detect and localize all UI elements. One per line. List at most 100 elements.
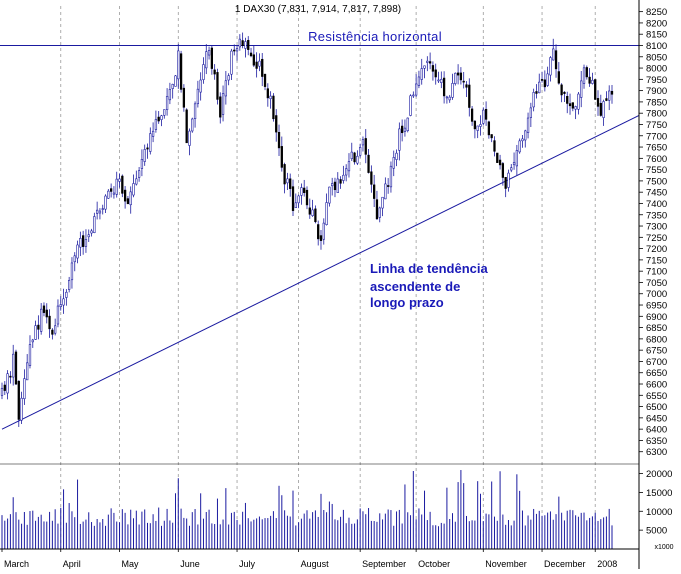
candle-body — [48, 315, 51, 330]
candle-body — [375, 199, 379, 220]
candle-body — [336, 178, 339, 193]
candle-body — [20, 397, 23, 421]
month-tick-label: July — [239, 559, 256, 569]
candle-body — [129, 191, 132, 206]
candle-body — [414, 83, 418, 96]
candle-body — [339, 179, 342, 184]
month-tick-label: December — [544, 559, 586, 569]
candle-body — [90, 230, 93, 234]
candle-body — [112, 192, 116, 195]
candle-body — [582, 67, 586, 84]
candle-body — [445, 96, 449, 99]
price-tick-label: 7300 — [646, 222, 667, 233]
candle-body — [347, 161, 351, 172]
price-tick-label: 8200 — [646, 18, 667, 29]
candle-body — [126, 198, 130, 205]
price-tick-label: 8100 — [646, 41, 667, 52]
price-tick-label: 7800 — [646, 109, 667, 120]
candle-body — [241, 40, 244, 47]
candle-body — [515, 150, 519, 167]
candle-body — [588, 76, 591, 84]
candle-body — [608, 90, 611, 101]
candle-body — [305, 189, 309, 206]
candle-body — [154, 119, 158, 130]
price-tick-label: 7600 — [646, 154, 667, 165]
price-tick-label: 8250 — [646, 7, 667, 18]
candle-body — [101, 208, 104, 210]
volume-tick-label: 15000 — [646, 488, 672, 499]
candle-body — [420, 68, 423, 80]
price-tick-label: 7950 — [646, 75, 667, 86]
candle-body — [12, 353, 15, 378]
candle-body — [277, 131, 281, 149]
candle-body — [213, 69, 216, 75]
price-tick-label: 8150 — [646, 30, 667, 41]
candle-body — [496, 152, 499, 163]
candle-body — [370, 171, 373, 185]
candle-body — [261, 58, 264, 77]
candle-body — [431, 65, 435, 72]
price-tick-label: 6700 — [646, 357, 667, 368]
candle-body — [3, 384, 6, 391]
price-tick-label: 7050 — [646, 278, 667, 289]
candle-body — [596, 98, 600, 107]
candle-body — [238, 38, 241, 48]
month-tick-label: April — [63, 559, 81, 569]
candle-body — [6, 373, 9, 394]
candle-body — [319, 235, 323, 241]
candle-body — [51, 329, 54, 335]
candle-body — [361, 139, 365, 146]
month-tick-label: November — [485, 559, 527, 569]
candle-body — [546, 73, 549, 86]
price-tick-label: 6300 — [646, 447, 667, 458]
candle-body — [137, 170, 141, 178]
candle-body — [165, 96, 169, 111]
candle-body — [440, 78, 443, 83]
candle-body — [252, 54, 255, 66]
price-tick-label: 7750 — [646, 120, 667, 131]
month-tick-label: June — [180, 559, 200, 569]
candle-body — [280, 146, 283, 168]
candle-body — [308, 207, 311, 215]
candle-body — [191, 118, 194, 132]
price-tick-label: 7150 — [646, 255, 667, 266]
month-tick-label: October — [418, 559, 450, 569]
candle-body — [532, 92, 535, 108]
month-tick-label: March — [4, 559, 29, 569]
price-tick-label: 7700 — [646, 131, 667, 142]
candle-body — [359, 147, 362, 156]
candle-body — [216, 72, 219, 100]
trend-label-line-2: ascendente de — [370, 279, 460, 294]
candle-body — [487, 121, 491, 136]
candle-body — [233, 49, 236, 52]
candle-body — [73, 255, 76, 263]
price-tick-label: 8050 — [646, 52, 667, 63]
candle-body — [442, 77, 446, 97]
price-tick-label: 7550 — [646, 165, 667, 176]
candle-body — [294, 202, 297, 209]
candle-body — [202, 64, 205, 80]
candle-body — [543, 79, 546, 88]
candle-body — [476, 125, 479, 131]
candle-body — [179, 53, 183, 90]
volume-bars — [1, 470, 613, 549]
candle-body — [412, 94, 415, 97]
candle-body — [196, 88, 200, 105]
candle-body — [568, 103, 572, 107]
candle-body — [526, 117, 530, 134]
candle-body — [140, 159, 144, 169]
candle-body — [428, 61, 432, 64]
candle-body — [549, 57, 552, 76]
candle-body — [9, 375, 12, 378]
candle-body — [98, 210, 102, 214]
candle-body — [373, 184, 376, 199]
volume-tick-label: 5000 — [646, 526, 667, 537]
candle-body — [395, 152, 398, 160]
candle-body — [45, 309, 48, 318]
candle-body — [219, 96, 222, 118]
price-tick-label: 7850 — [646, 97, 667, 108]
candle-body — [322, 222, 325, 240]
candle-body — [378, 207, 381, 218]
price-tick-label: 7200 — [646, 244, 667, 255]
candle-body — [79, 237, 82, 248]
